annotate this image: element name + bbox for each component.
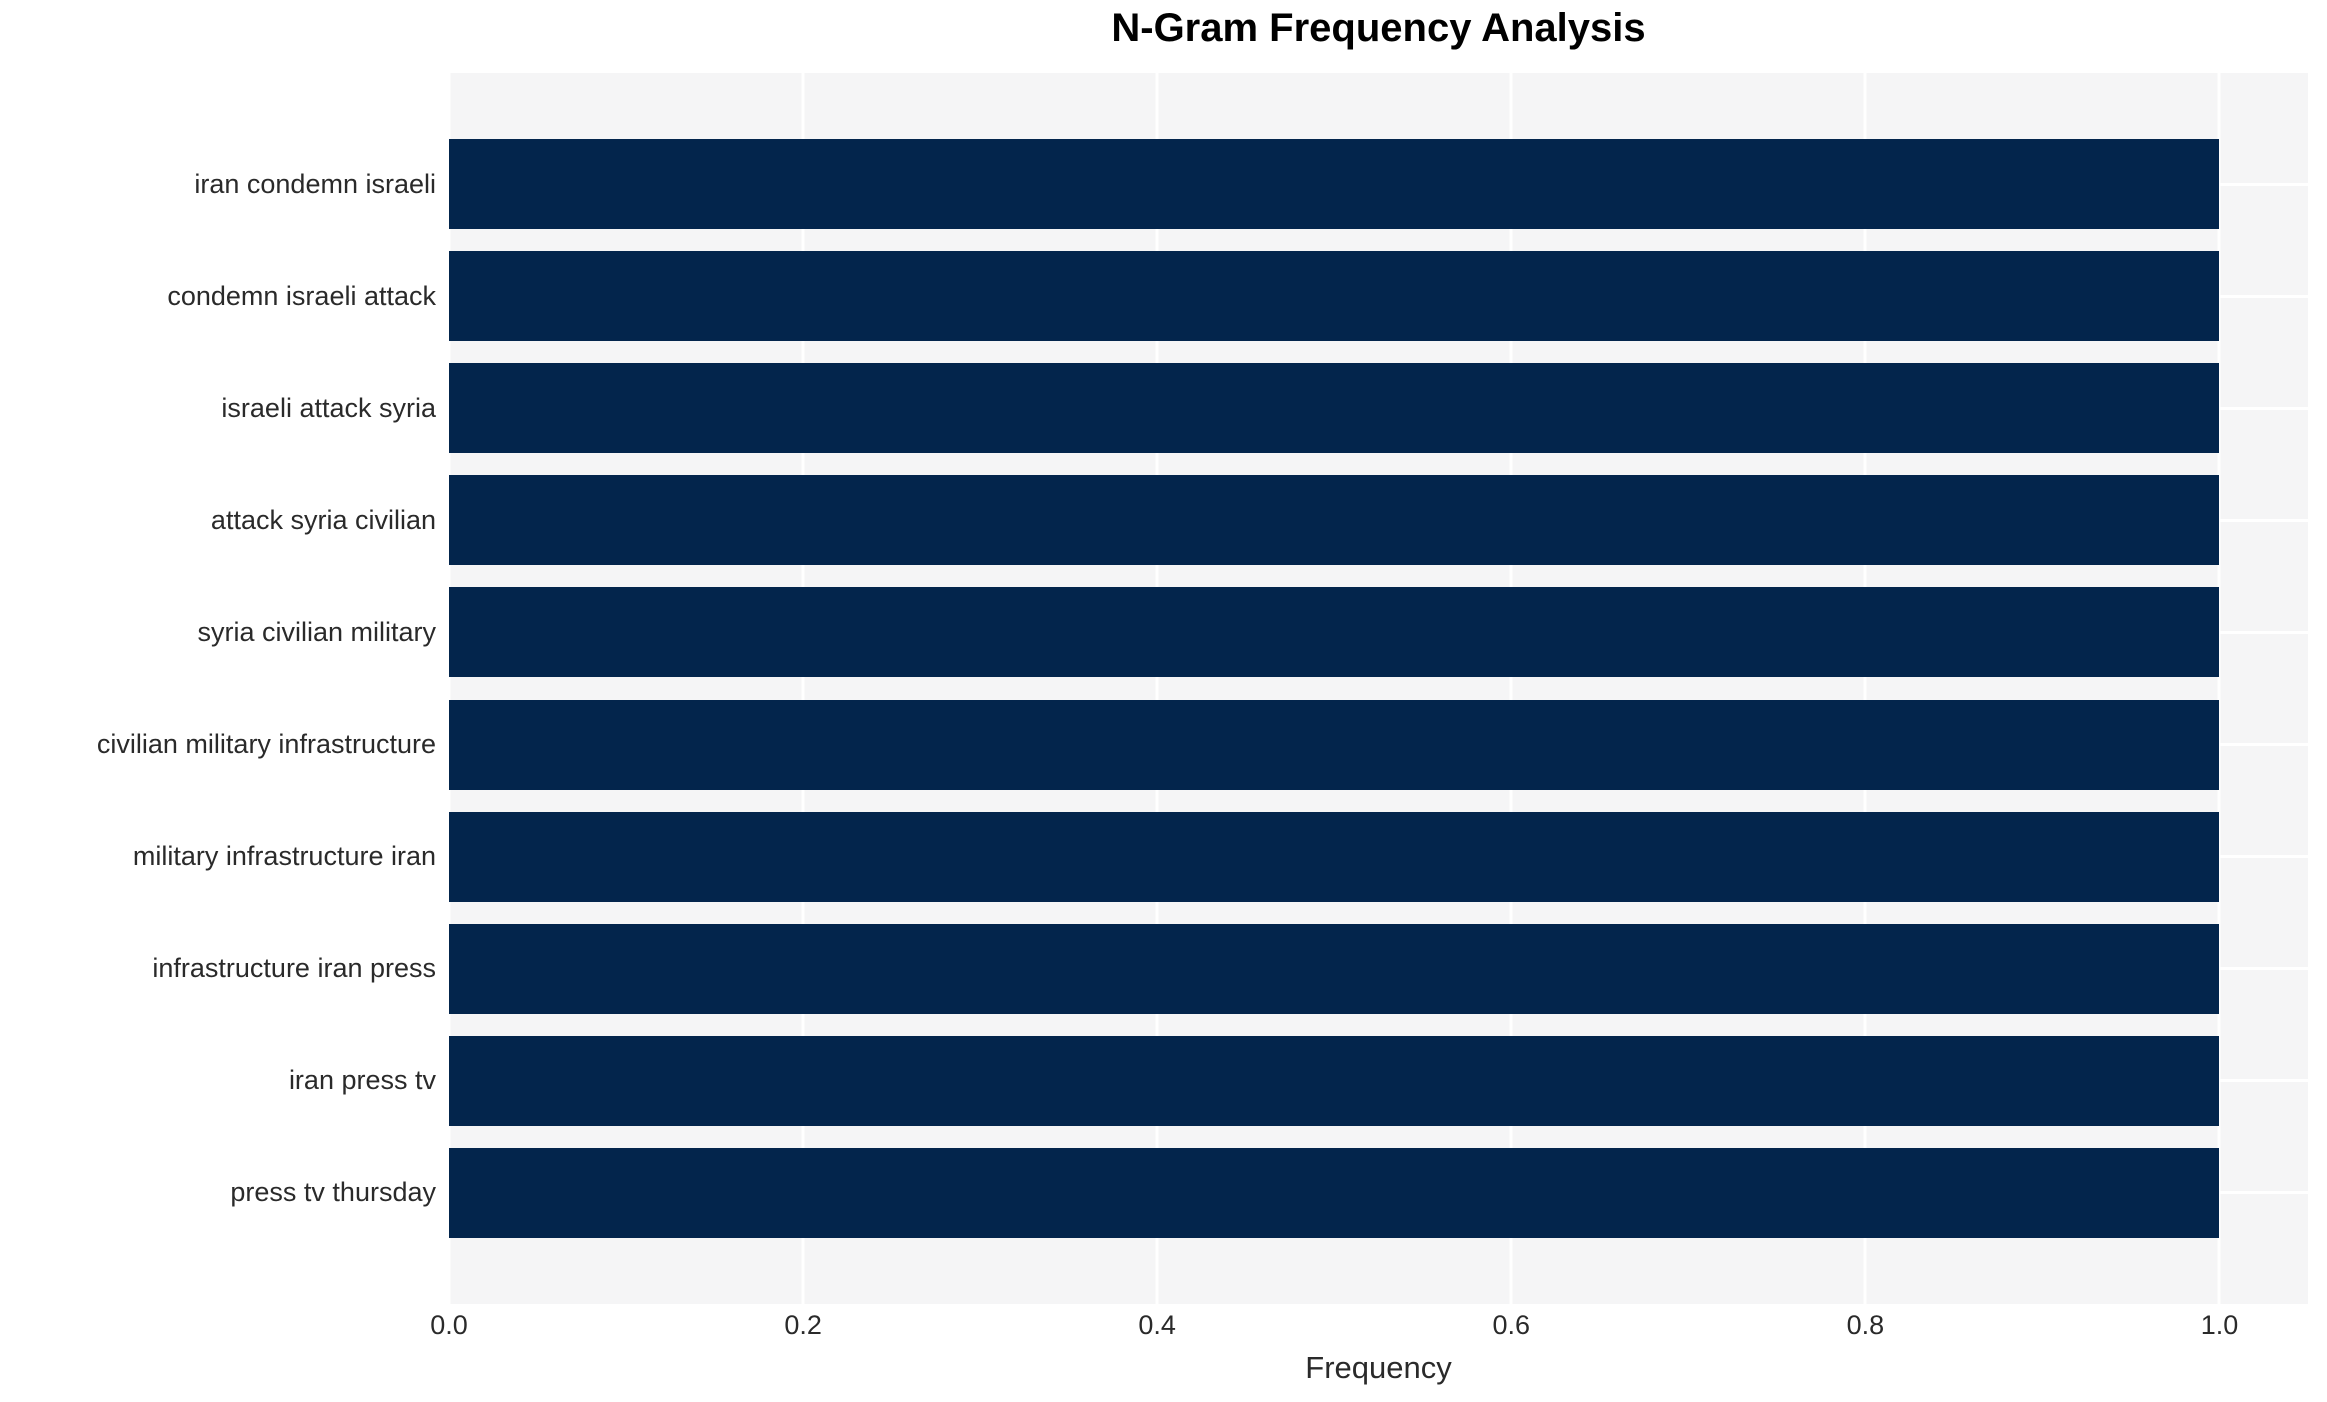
vertical-gridline bbox=[2217, 73, 2221, 1304]
frequency-bar bbox=[449, 923, 2220, 1014]
bar-rows: iran condemn israeli condemn israeli att… bbox=[0, 73, 2308, 1304]
vertical-gridline bbox=[1863, 73, 1867, 1304]
frequency-bar bbox=[449, 139, 2220, 230]
bar-row: press tv thursday bbox=[0, 1137, 2308, 1249]
frequency-bar bbox=[449, 475, 2220, 566]
bar-row: civilian military infrastructure bbox=[0, 688, 2308, 800]
bar-track bbox=[449, 801, 2308, 913]
y-axis-label: attack syria civilian bbox=[210, 504, 436, 535]
y-axis-label: israeli attack syria bbox=[221, 392, 436, 423]
chart-title: N-Gram Frequency Analysis bbox=[1111, 6, 1646, 50]
frequency-bar bbox=[449, 587, 2220, 678]
x-tick-label: 0.0 bbox=[430, 1310, 468, 1340]
x-axis-label: Frequency bbox=[1305, 1350, 1452, 1385]
bar-row: condemn israeli attack bbox=[0, 240, 2308, 352]
y-axis-label: iran press tv bbox=[288, 1065, 436, 1096]
bar-row: attack syria civilian bbox=[0, 464, 2308, 576]
bar-row: syria civilian military bbox=[0, 576, 2308, 688]
x-tick-label: 0.8 bbox=[1846, 1310, 1885, 1340]
y-axis-label: military infrastructure iran bbox=[132, 841, 436, 872]
bar-track bbox=[449, 128, 2308, 240]
frequency-bar bbox=[449, 699, 2220, 790]
vertical-gridline bbox=[449, 73, 451, 1304]
x-tick-label: 0.6 bbox=[1492, 1310, 1531, 1340]
y-axis-label: press tv thursday bbox=[230, 1177, 436, 1208]
bar-track bbox=[449, 576, 2308, 688]
y-axis-label: civilian military infrastructure bbox=[96, 729, 436, 760]
frequency-bar bbox=[449, 1035, 2220, 1126]
bar-row: iran press tv bbox=[0, 1025, 2308, 1137]
vertical-gridline bbox=[801, 73, 805, 1304]
x-tick-label: 0.2 bbox=[784, 1310, 822, 1340]
y-axis-label: iran condemn israeli bbox=[194, 168, 436, 199]
bar-track bbox=[449, 240, 2308, 352]
bar-row: military infrastructure iran bbox=[0, 801, 2308, 913]
frequency-bar bbox=[449, 363, 2220, 454]
vertical-gridline bbox=[1509, 73, 1513, 1304]
x-tick-label: 1.0 bbox=[2200, 1310, 2239, 1340]
bar-track bbox=[449, 464, 2308, 576]
x-axis-ticks: 0.0 0.2 0.4 0.6 0.8 1.0 bbox=[430, 1310, 2308, 1348]
bar-track bbox=[449, 688, 2308, 800]
bar-row: infrastructure iran press bbox=[0, 913, 2308, 1025]
bar-track bbox=[449, 1137, 2308, 1249]
x-tick-label: 0.4 bbox=[1138, 1310, 1176, 1340]
bar-track bbox=[449, 352, 2308, 464]
bar-track bbox=[449, 913, 2308, 1025]
y-axis-label: infrastructure iran press bbox=[152, 953, 436, 984]
bar-track bbox=[449, 1025, 2308, 1137]
frequency-bar bbox=[449, 251, 2220, 342]
frequency-bar bbox=[449, 811, 2220, 902]
bar-row: iran condemn israeli bbox=[0, 128, 2308, 240]
vertical-gridline bbox=[1155, 73, 1159, 1304]
bar-row: israeli attack syria bbox=[0, 352, 2308, 464]
y-axis-label: condemn israeli attack bbox=[167, 280, 436, 311]
frequency-bar bbox=[449, 1147, 2220, 1238]
y-axis-label: syria civilian military bbox=[197, 616, 436, 647]
